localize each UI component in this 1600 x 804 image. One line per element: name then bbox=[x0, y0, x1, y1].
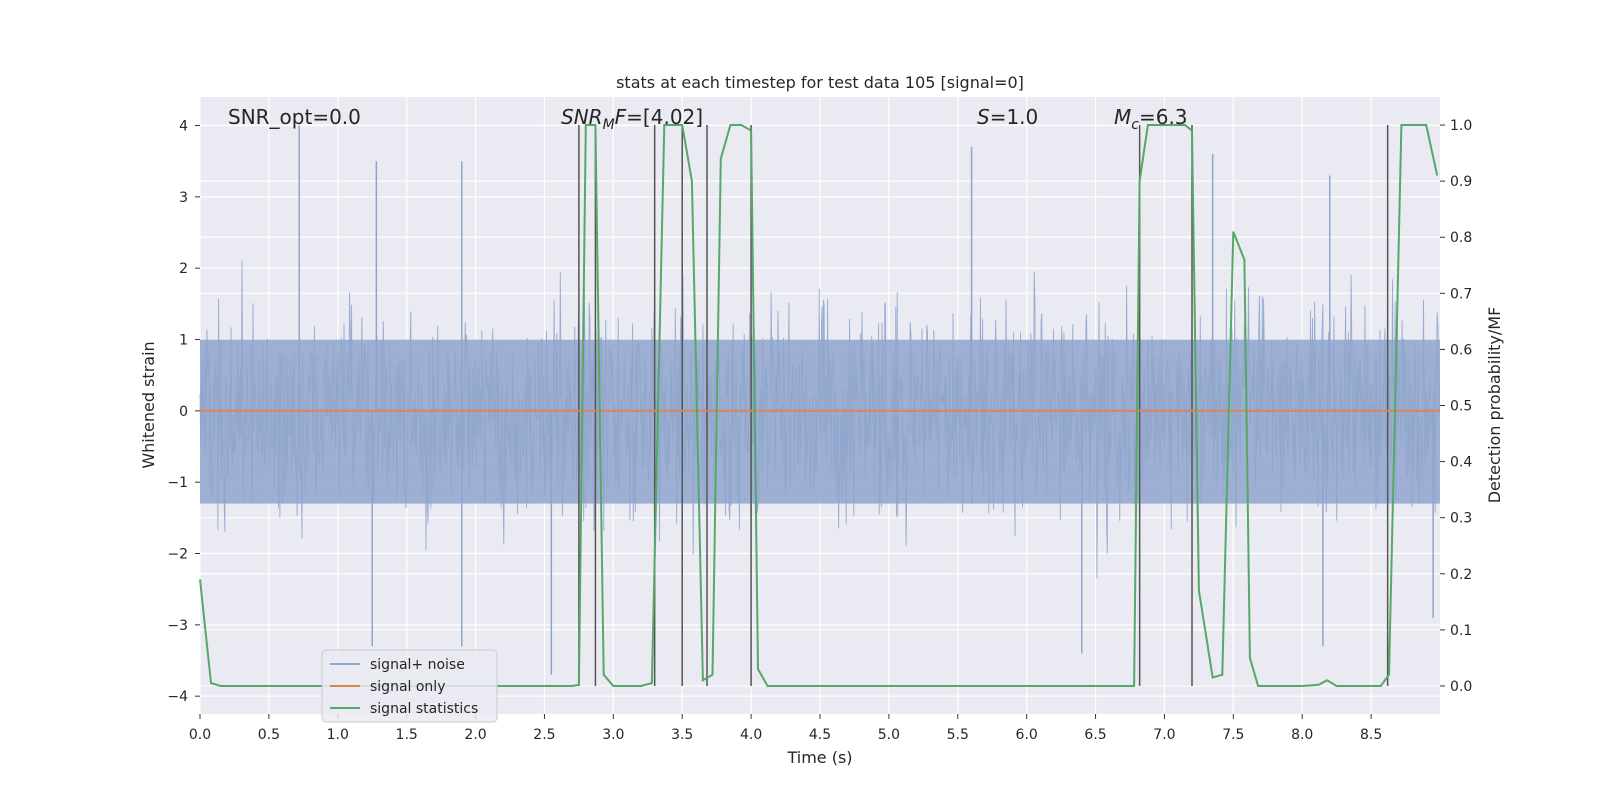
y-tick-label-left: 4 bbox=[179, 119, 188, 135]
x-tick-label: 5.5 bbox=[947, 727, 969, 743]
chart-title: stats at each timestep for test data 105… bbox=[616, 73, 1024, 92]
x-tick-label: 2.0 bbox=[464, 727, 486, 743]
y-tick-label-left: 1 bbox=[179, 333, 188, 349]
x-tick-label: 0.0 bbox=[189, 727, 211, 743]
y-tick-label-right: 0.7 bbox=[1450, 286, 1472, 302]
x-tick-label: 3.5 bbox=[671, 727, 693, 743]
x-tick-label: 6.5 bbox=[1084, 727, 1106, 743]
x-tick-label: 4.0 bbox=[740, 727, 762, 743]
y-tick-label-right: 0.4 bbox=[1450, 455, 1472, 471]
annotations: SNR_opt=0.0 SNRMF=[4.02] S=1.0 Mc=6.3 bbox=[228, 105, 1188, 133]
signal-statistics-line bbox=[199, 124, 1439, 687]
y-tick-label-left: 2 bbox=[179, 261, 188, 277]
annotation-snr-mf: SNRMF=[4.02] bbox=[561, 105, 703, 133]
x-tick-label: 8.5 bbox=[1360, 727, 1382, 743]
line-series bbox=[199, 124, 1440, 687]
annotation-mc: Mc=6.3 bbox=[1114, 105, 1188, 133]
y-tick-label-left: 3 bbox=[179, 190, 188, 206]
x-tick-label: 1.5 bbox=[396, 727, 418, 743]
x-tick-label: 3.0 bbox=[602, 727, 624, 743]
x-axis-label: Time (s) bbox=[786, 748, 852, 767]
legend-box bbox=[321, 649, 498, 723]
noise-series bbox=[199, 125, 1440, 675]
legend-label: signal+ noise bbox=[370, 657, 465, 673]
noise-core-band bbox=[200, 339, 1440, 504]
y-tick-label-right: 0.9 bbox=[1450, 174, 1472, 190]
y-tick-label-right: 0.0 bbox=[1450, 679, 1472, 695]
x-tick-label: 7.0 bbox=[1153, 727, 1175, 743]
y-tick-label-left: −3 bbox=[167, 618, 188, 634]
y-tick-label-left: −4 bbox=[167, 689, 188, 705]
y-axis-label-left: Whitened strain bbox=[139, 341, 158, 468]
y-tick-label-right: 0.1 bbox=[1450, 623, 1472, 639]
x-tick-label: 0.5 bbox=[258, 727, 280, 743]
x-tick-label: 8.0 bbox=[1291, 727, 1313, 743]
y-tick-label-right: 0.3 bbox=[1450, 511, 1472, 527]
y-tick-label-left: −2 bbox=[167, 547, 188, 563]
x-tick-label: 1.0 bbox=[327, 727, 349, 743]
legend-label: signal statistics bbox=[370, 701, 478, 717]
x-tick-label: 6.0 bbox=[1016, 727, 1038, 743]
tick-labels: 0.0 0.5 1.0 1.5 2.0 2.5 3.0 3.5 4.0 4.5 5.0 5.5 6.0 6… bbox=[167, 118, 1472, 743]
y-tick-label-right: 0.8 bbox=[1450, 230, 1472, 246]
y-tick-label-right: 0.6 bbox=[1450, 342, 1472, 358]
legend: signal+ noise signal only signal statistic… bbox=[321, 649, 498, 723]
y-tick-label-right: 1.0 bbox=[1450, 118, 1472, 134]
y-axis-label-right: Detection probability/MF bbox=[1485, 307, 1504, 504]
annotation-s: S=1.0 bbox=[977, 105, 1038, 129]
x-tick-label: 2.5 bbox=[533, 727, 555, 743]
x-tick-label: 4.5 bbox=[809, 727, 831, 743]
y-tick-label-right: 0.5 bbox=[1450, 399, 1472, 415]
y-tick-label-left: −1 bbox=[167, 475, 188, 491]
y-tick-label-right: 0.2 bbox=[1450, 567, 1472, 583]
x-tick-label: 7.5 bbox=[1222, 727, 1244, 743]
y-tick-label-left: 0 bbox=[179, 404, 188, 420]
legend-label: signal only bbox=[370, 679, 445, 695]
x-tick-label: 5.0 bbox=[878, 727, 900, 743]
annotation-snr-opt: SNR_opt=0.0 bbox=[228, 105, 361, 129]
